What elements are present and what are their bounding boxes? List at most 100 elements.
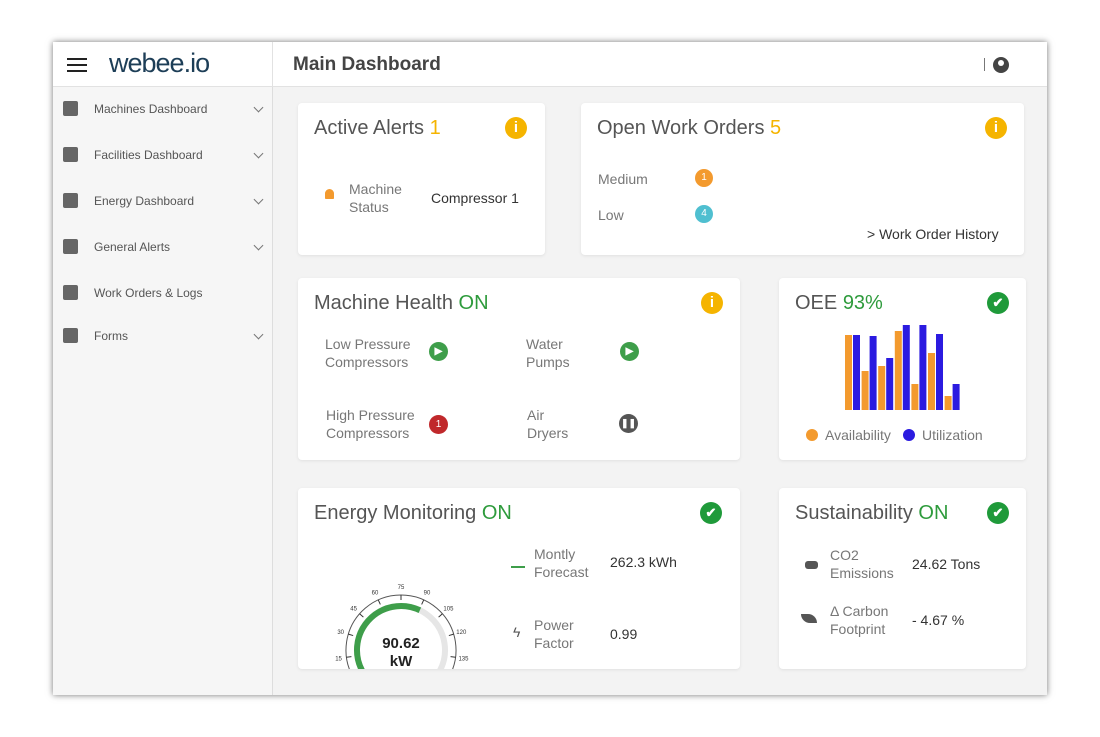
title: Machine Health xyxy=(314,292,453,314)
bar xyxy=(878,366,886,410)
bar xyxy=(894,331,902,410)
oee-card: OEE 93% ✔ Availability Utilization xyxy=(779,278,1026,460)
nav-label: General Alerts xyxy=(94,240,171,254)
gauge-tick-label: 75 xyxy=(398,585,405,591)
label: Power Factor xyxy=(534,617,574,651)
nav-label: Work Orders & Logs xyxy=(94,286,203,300)
user-button[interactable] xyxy=(993,57,1009,73)
label: Medium xyxy=(598,171,648,187)
bar xyxy=(936,334,943,410)
label: Low Pressure Compressors xyxy=(325,336,411,370)
gauge-tick-label: 135 xyxy=(458,656,469,662)
pause-icon[interactable]: ❚❚ xyxy=(619,414,638,433)
gauge-tick-label: 60 xyxy=(372,591,379,597)
alerts-card: Active Alerts 1 i Machine Status Compres… xyxy=(298,103,545,255)
gauge-tick xyxy=(450,656,456,658)
gauge-value: 90.62 xyxy=(382,635,420,652)
title: Open Work Orders xyxy=(597,117,765,139)
label: Machine Status xyxy=(349,181,402,215)
play-icon[interactable]: ▶ xyxy=(620,342,639,361)
count: 5 xyxy=(770,117,782,139)
info-icon[interactable]: i xyxy=(701,292,723,314)
gauge-tick xyxy=(359,613,364,618)
title: Energy Monitoring xyxy=(314,502,477,524)
work-orders-card: Open Work Orders 5 i Medium 1 Low 4 > Wo… xyxy=(581,103,1024,255)
gauge-tick-label: 45 xyxy=(350,607,357,613)
title: OEE xyxy=(795,292,838,314)
leaf-icon xyxy=(801,614,817,623)
value: Compressor 1 xyxy=(431,190,519,206)
gauge-tick-label: 105 xyxy=(443,607,454,613)
info-icon[interactable]: i xyxy=(505,117,527,139)
status: ON xyxy=(458,292,489,314)
gauge-unit: kW xyxy=(390,653,413,669)
gauge-value-arc xyxy=(354,603,422,669)
energy-card: Energy Monitoring ON ✔ 01530456075901051… xyxy=(298,488,740,669)
nav-label: Forms xyxy=(94,329,128,343)
legend-marker xyxy=(806,429,818,441)
title: Sustainability xyxy=(795,502,913,524)
menu-button[interactable] xyxy=(67,58,87,72)
badge: 1 xyxy=(695,169,713,187)
nav-item[interactable]: Forms xyxy=(53,327,272,349)
top-bar: webee.io Main Dashboard xyxy=(53,42,1047,87)
card-title: Open Work Orders 5 xyxy=(597,117,781,140)
label: High Pressure Compressors xyxy=(326,407,415,441)
check-icon: ✔ xyxy=(700,502,722,524)
status: ON xyxy=(918,502,949,524)
gauge-tick xyxy=(348,633,354,637)
chevron xyxy=(253,194,264,205)
nav-item[interactable]: Facilities Dashboard xyxy=(53,146,272,168)
value: 0.99 xyxy=(610,626,638,642)
label: Low xyxy=(598,207,624,223)
chevron xyxy=(253,240,264,251)
nav-item[interactable]: Machines Dashboard xyxy=(53,100,272,122)
chevron xyxy=(253,329,264,340)
nav-icon xyxy=(63,193,78,208)
nav-item[interactable]: Energy Dashboard xyxy=(53,192,272,214)
label: Air Dryers xyxy=(527,407,569,441)
label: Δ Carbon Footprint xyxy=(830,603,889,637)
gauge-tick-label: 30 xyxy=(337,630,344,636)
status: ON xyxy=(481,502,512,524)
bar xyxy=(952,384,960,410)
nav-label: Energy Dashboard xyxy=(94,194,195,208)
gauge-tick xyxy=(438,613,443,618)
gauge-tick-label: 15 xyxy=(335,656,342,662)
bar xyxy=(853,335,860,410)
chart-icon xyxy=(511,560,525,568)
machine-health-card: Machine Health ON i Low Pressure Compres… xyxy=(298,278,740,460)
bar xyxy=(861,371,869,410)
nav-label: Machines Dashboard xyxy=(94,102,208,116)
count: 1 xyxy=(429,117,441,139)
bar xyxy=(886,358,894,410)
nav-label: Facilities Dashboard xyxy=(94,148,203,162)
sustainability-card: Sustainability ON ✔ CO2 Emissions 24.62 … xyxy=(779,488,1026,669)
gauge-tick xyxy=(377,599,381,605)
bar xyxy=(911,384,919,410)
nav-icon xyxy=(63,147,78,162)
nav-item[interactable]: Work Orders & Logs xyxy=(53,284,272,306)
logo[interactable]: webee.io xyxy=(109,48,210,78)
card-title: Machine Health ON xyxy=(314,292,489,315)
label: Water Pumps xyxy=(526,336,570,370)
gauge-tick-label: 120 xyxy=(456,630,467,636)
card-title: Active Alerts 1 xyxy=(314,117,441,140)
label: Montly Forecast xyxy=(534,546,589,580)
chevron xyxy=(253,102,264,113)
badge: 1 xyxy=(429,415,448,434)
page-title: Main Dashboard xyxy=(293,54,441,75)
nav-item[interactable]: General Alerts xyxy=(53,238,272,260)
gauge-tick xyxy=(421,599,425,605)
info-icon[interactable]: i xyxy=(985,117,1007,139)
divider xyxy=(272,42,273,86)
history-link[interactable]: > Work Order History xyxy=(867,226,999,242)
app-window: webee.io Main Dashboard Machines Dashboa… xyxy=(53,42,1047,695)
title: Active Alerts xyxy=(314,117,425,139)
bolt-icon: ϟ xyxy=(513,624,521,640)
bar xyxy=(919,325,927,410)
play-icon[interactable]: ▶ xyxy=(429,342,448,361)
oee-chart: Availability Utilization xyxy=(806,325,983,443)
